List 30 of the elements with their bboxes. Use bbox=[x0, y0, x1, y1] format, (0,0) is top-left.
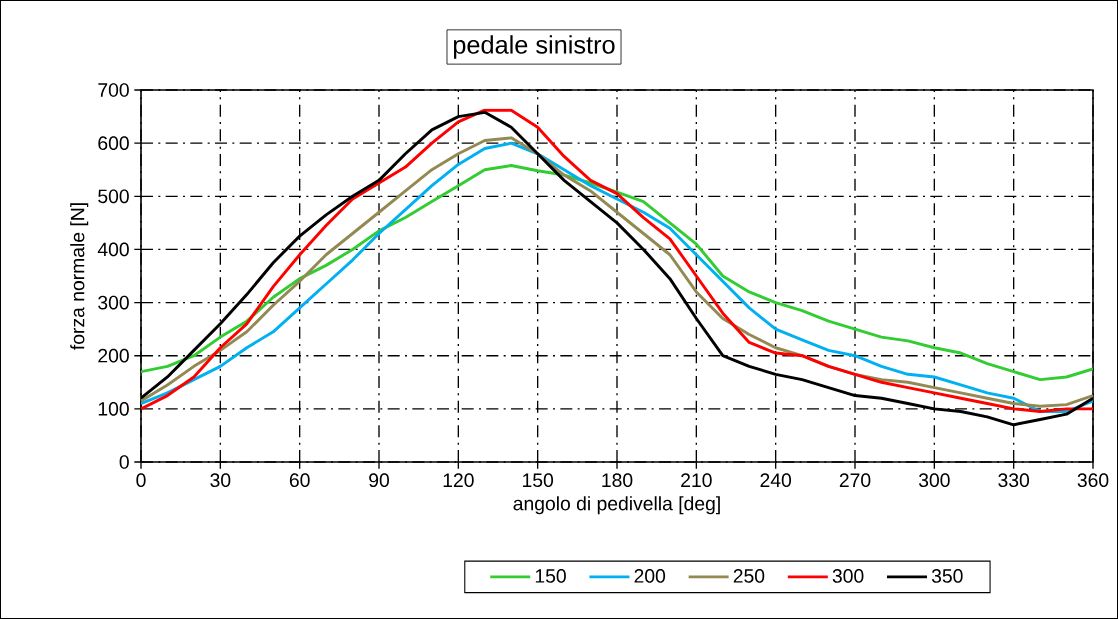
legend-label: 200 bbox=[634, 569, 666, 583]
chart-title: pedale sinistro bbox=[453, 35, 615, 59]
x-tick-label: 60 bbox=[289, 473, 310, 488]
x-tick-label: 180 bbox=[602, 473, 633, 488]
x-tick-label: 330 bbox=[998, 473, 1030, 488]
y-tick-label: 200 bbox=[98, 348, 129, 363]
legend-label: 300 bbox=[832, 569, 864, 583]
legend-label: 150 bbox=[535, 569, 566, 583]
y-tick-label: 600 bbox=[98, 136, 129, 150]
x-tick-label: 240 bbox=[760, 473, 792, 488]
y-axis-title: forza normale [N] bbox=[70, 203, 89, 350]
x-tick-label: 150 bbox=[523, 473, 554, 488]
x-axis-title: angolo di pedivella [deg] bbox=[513, 496, 720, 515]
x-tick-label: 30 bbox=[210, 473, 231, 488]
line-series bbox=[141, 164, 1093, 382]
x-tick-label: 360 bbox=[1077, 473, 1109, 488]
x-tick-label: 270 bbox=[839, 473, 871, 488]
x-tick-label: 90 bbox=[369, 473, 389, 488]
x-tick-label: 210 bbox=[681, 473, 712, 488]
x-tick-label: 120 bbox=[443, 473, 474, 488]
y-tick-label: 100 bbox=[98, 402, 129, 416]
y-tick-label: 500 bbox=[98, 189, 129, 204]
legend-label: 250 bbox=[733, 569, 765, 583]
x-tick-label: 0 bbox=[136, 473, 146, 488]
y-tick-label: 300 bbox=[98, 295, 129, 310]
y-tick-label: 0 bbox=[119, 455, 129, 469]
y-tick-label: 400 bbox=[97, 242, 129, 257]
legend-label: 350 bbox=[931, 569, 963, 583]
y-tick-label: 700 bbox=[98, 83, 129, 97]
x-tick-label: 300 bbox=[918, 473, 950, 488]
